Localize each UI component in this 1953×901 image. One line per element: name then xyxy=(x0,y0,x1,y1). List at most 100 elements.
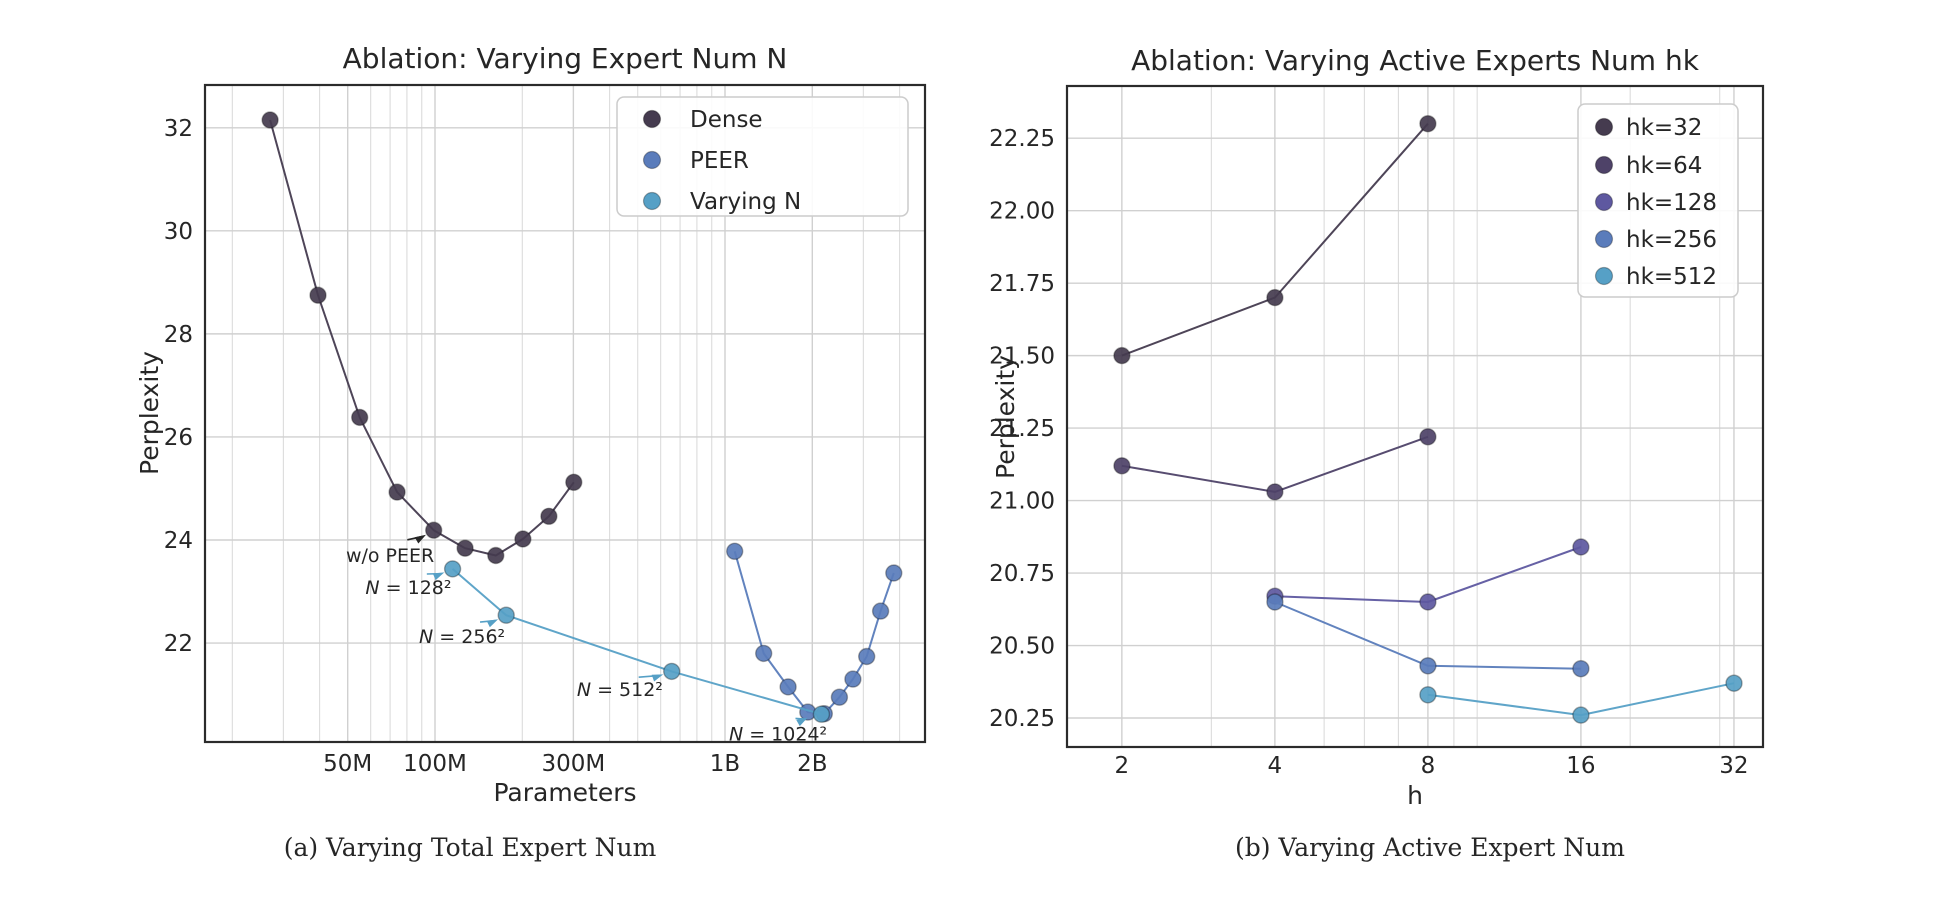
legend-box xyxy=(616,96,909,217)
annotation-text: N = 512² xyxy=(577,679,663,701)
y-tick-label: 20.50 xyxy=(989,634,1055,660)
chart-b-layer: 20.25 20.50 20.75 21.00 21.25 21.50 21.75 22.00… xyxy=(989,84,1765,779)
annotation-arrowhead xyxy=(486,619,499,628)
legend-marker-peer xyxy=(642,150,662,170)
legend-marker-hk-32 xyxy=(1594,117,1614,137)
data-point-dense xyxy=(456,539,474,557)
y-tick-label: 20.25 xyxy=(989,706,1055,732)
data-point-varying-n xyxy=(663,662,681,681)
data-point-hk-32 xyxy=(1266,288,1284,307)
data-point-hk-512 xyxy=(1725,674,1743,692)
annotation-text: w/o PEER xyxy=(346,545,434,567)
data-point-peer xyxy=(755,644,773,663)
data-point-hk-512 xyxy=(1572,706,1590,724)
chart-a-x-axis-label: Parameters xyxy=(493,778,636,807)
legend-label: hk=128 xyxy=(1626,190,1717,216)
data-point-hk-256 xyxy=(1572,660,1590,678)
x-tick-label: 2B xyxy=(797,751,827,777)
legend-label: Varying N xyxy=(690,189,801,215)
chart-b-caption: (b) Varying Active Expert Num xyxy=(1235,833,1625,862)
chart-b-y-axis-label: Perplexity xyxy=(991,355,1020,479)
data-point-peer xyxy=(726,542,744,560)
data-point-dense xyxy=(565,473,583,491)
chart-a-layer: w/o PEER N = 128² N = 256² N = 512² N = 1024… xyxy=(164,83,927,777)
series-line-varying-n xyxy=(451,568,822,716)
data-point-hk-512 xyxy=(1419,686,1437,704)
annotation-arrowhead xyxy=(432,572,445,581)
data-point-hk-256 xyxy=(1419,657,1437,675)
x-tick-label: 16 xyxy=(1566,753,1595,779)
data-point-dense xyxy=(351,408,369,427)
plot-border xyxy=(1065,84,1765,749)
data-point-peer xyxy=(871,602,890,620)
data-point-dense xyxy=(540,507,558,525)
x-tick-label: 32 xyxy=(1719,753,1748,779)
annotation-text: N = 1024² xyxy=(729,723,827,745)
data-point-hk-32 xyxy=(1113,346,1131,365)
legend-marker-hk-256 xyxy=(1594,229,1614,249)
annotation-arrowhead xyxy=(796,717,808,727)
annotation-arrowhead xyxy=(651,674,664,682)
legend-marker-hk-512 xyxy=(1594,266,1614,286)
data-point-peer xyxy=(830,688,849,706)
data-point-hk-128 xyxy=(1572,538,1590,556)
legend-label: hk=32 xyxy=(1626,115,1702,141)
series-line-peer xyxy=(733,551,895,715)
data-point-dense xyxy=(425,521,443,539)
chart-a-title: Ablation: Varying Expert Num N xyxy=(343,42,788,75)
y-tick-label: 20.75 xyxy=(989,561,1055,587)
legend-label: hk=256 xyxy=(1626,227,1717,253)
y-tick-label: 30 xyxy=(164,219,193,245)
data-point-hk-64 xyxy=(1113,457,1131,475)
data-point-dense xyxy=(487,546,505,565)
y-tick-label: 22.25 xyxy=(989,126,1055,152)
x-tick-label: 50M xyxy=(323,751,372,777)
annotation-text: N = 256² xyxy=(419,626,505,648)
data-point-hk-256 xyxy=(1266,593,1284,611)
legend-marker-dense xyxy=(642,109,662,129)
x-tick-label: 8 xyxy=(1421,753,1436,779)
chart-b-x-axis-label: h xyxy=(1407,781,1423,810)
y-tick-label: 21.75 xyxy=(989,271,1055,297)
x-tick-label: 2 xyxy=(1115,753,1130,779)
y-tick-label: 24 xyxy=(164,528,193,554)
data-point-hk-64 xyxy=(1419,428,1437,446)
data-point-peer xyxy=(844,670,862,688)
legend-box xyxy=(1577,103,1739,298)
legend-marker-hk-64 xyxy=(1594,155,1614,175)
data-point-dense xyxy=(388,483,406,501)
data-point-varying-n xyxy=(443,560,462,578)
data-point-peer xyxy=(779,678,797,696)
data-point-varying-n xyxy=(497,606,515,624)
data-point-varying-n xyxy=(812,705,831,723)
y-tick-label: 26 xyxy=(164,425,193,451)
legend-label: hk=64 xyxy=(1626,153,1702,179)
y-tick-label: 22 xyxy=(164,631,193,657)
data-point-dense xyxy=(261,111,279,129)
annotation-arrowhead xyxy=(414,534,426,544)
series-line-dense xyxy=(269,119,575,557)
annotation-text: N = 128² xyxy=(365,577,451,599)
y-tick-label: 28 xyxy=(164,322,193,348)
legend-marker-hk-128 xyxy=(1594,192,1614,212)
data-point-dense xyxy=(309,286,327,304)
data-point-dense xyxy=(514,530,532,548)
x-tick-label: 300M xyxy=(541,751,605,777)
plot-border xyxy=(203,83,927,744)
legend-marker-varying-n xyxy=(642,191,662,211)
data-point-peer xyxy=(858,647,876,666)
chart-a-y-axis-label: Perplexity xyxy=(135,351,164,475)
y-tick-label: 22.00 xyxy=(989,199,1055,225)
data-point-hk-32 xyxy=(1419,114,1437,133)
x-tick-label: 100M xyxy=(403,751,467,777)
y-tick-label: 21.25 xyxy=(989,416,1055,442)
x-tick-label: 1B xyxy=(710,751,740,777)
y-tick-label: 32 xyxy=(164,116,193,142)
data-point-peer xyxy=(885,564,903,582)
legend-label: hk=512 xyxy=(1626,264,1717,290)
y-tick-label: 21.50 xyxy=(989,344,1055,370)
legend-label: Dense xyxy=(690,107,763,133)
data-point-hk-128 xyxy=(1419,593,1437,611)
